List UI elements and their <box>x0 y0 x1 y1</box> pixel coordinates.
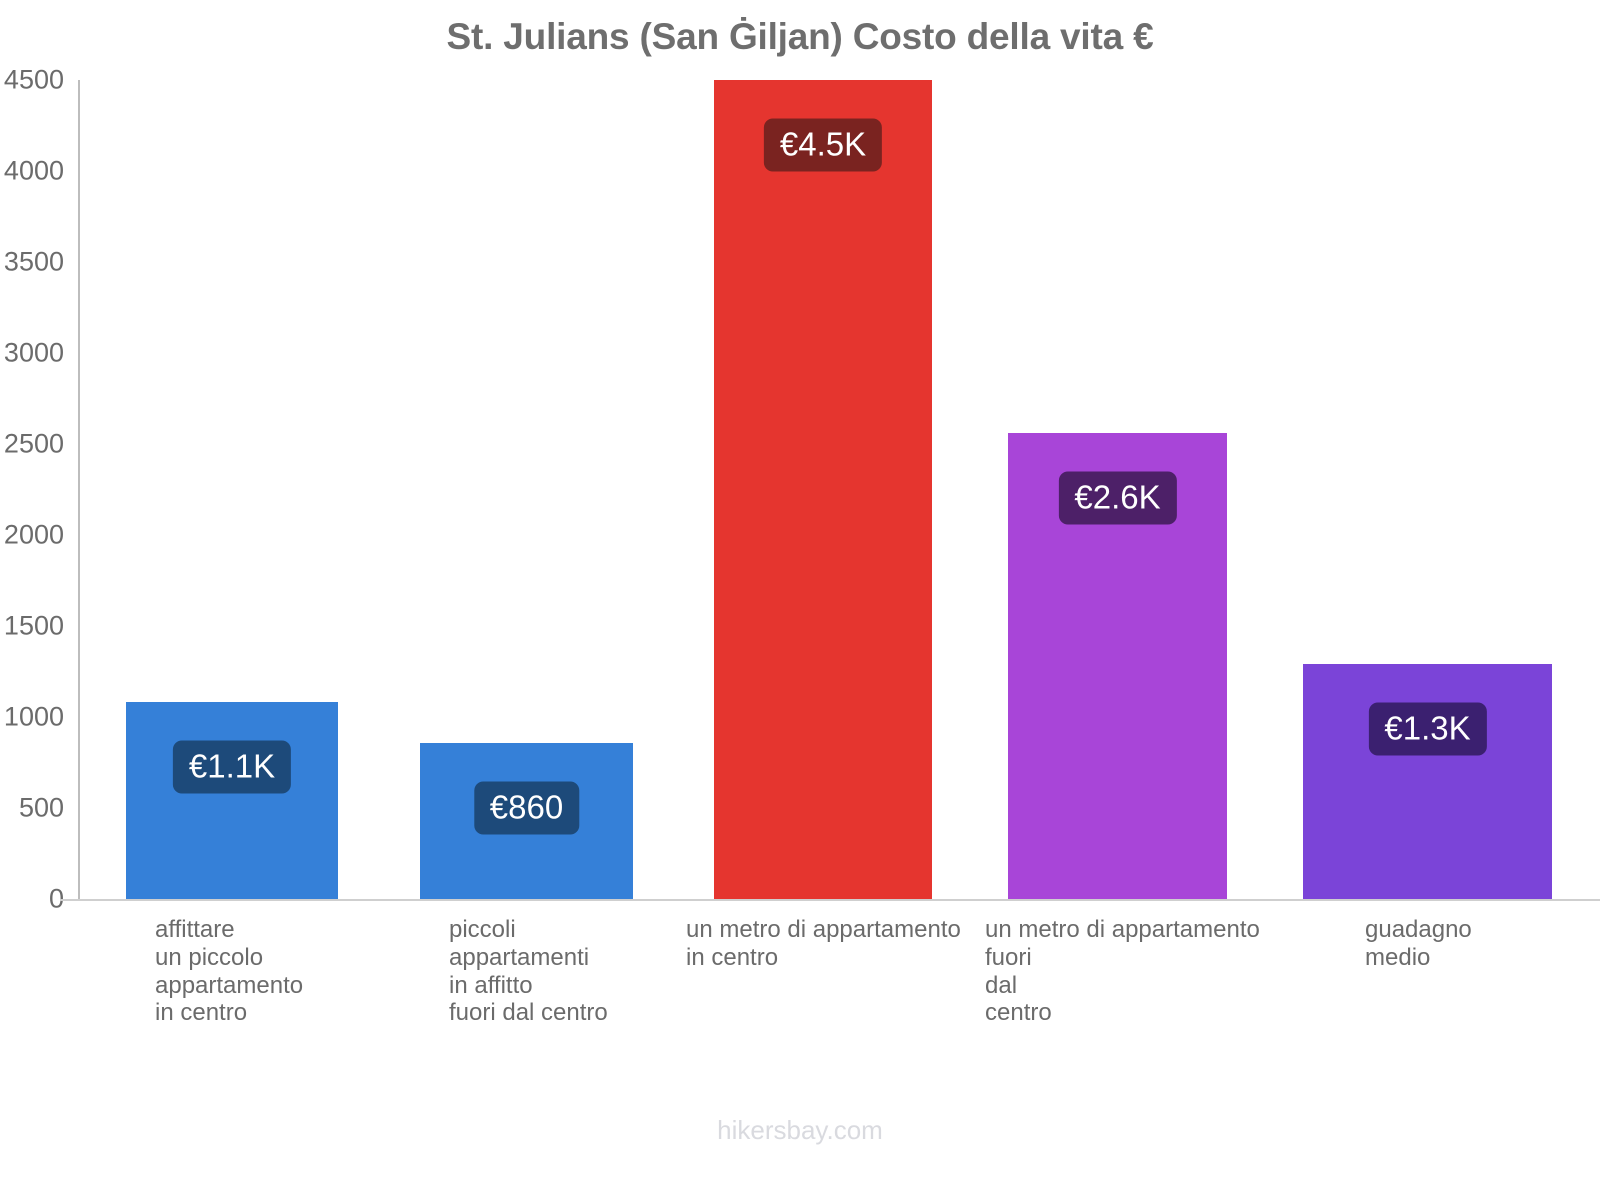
y-axis-tick-label: 2000 <box>3 519 64 550</box>
y-axis-tick-label: 4000 <box>3 155 64 186</box>
x-axis-category-label: un metro di appartamento in centro <box>686 916 961 971</box>
x-axis-category-label: piccoli appartamenti in affitto fuori da… <box>449 916 608 1027</box>
bar-value-label: €1.3K <box>1368 702 1487 756</box>
y-axis-tick-label: 500 <box>18 792 64 823</box>
x-axis-category-label: un metro di appartamento fuori dal centr… <box>985 916 1260 1027</box>
bar-value-label: €4.5K <box>763 118 883 172</box>
bar[interactable] <box>1303 664 1552 899</box>
y-axis-line <box>78 80 80 900</box>
y-axis-tick-label: 1500 <box>3 610 64 641</box>
x-axis-category-labels: affittare un piccolo appartamento in cen… <box>0 916 1600 1066</box>
y-axis-tick-label: 2500 <box>3 428 64 459</box>
bar-value-label: €1.1K <box>172 740 292 794</box>
x-axis-category-label: affittare un piccolo appartamento in cen… <box>155 916 304 1027</box>
y-axis-tick-label: 0 <box>48 883 64 914</box>
attribution-footer: hikersbay.com <box>717 1115 883 1145</box>
y-axis-tick-label: 3000 <box>3 337 64 368</box>
y-axis-tick-label: 4500 <box>3 64 64 95</box>
bar[interactable] <box>126 702 338 899</box>
bar-value-label: €2.6K <box>1058 471 1177 525</box>
bar[interactable] <box>714 80 932 899</box>
chart-title: St. Julians (San Ġiljan) Costo della vit… <box>446 16 1154 57</box>
x-axis-category-label: guadagno medio <box>1365 916 1472 971</box>
bar-value-label: €860 <box>473 781 580 835</box>
y-axis-tick-label: 1000 <box>3 701 64 732</box>
bars-layer: €1.1K €860 €4.5K €2.6K €1.3K <box>126 80 1552 899</box>
x-axis-line <box>60 899 1600 901</box>
y-axis-tick-label: 3500 <box>3 246 64 277</box>
